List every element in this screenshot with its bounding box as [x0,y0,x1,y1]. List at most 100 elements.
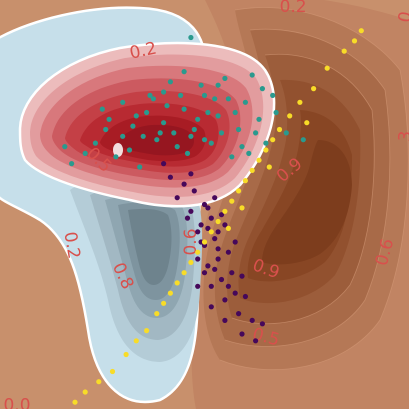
scatter-point-s0-1 [120,99,126,105]
scatter-point-s2-11 [242,178,248,184]
scatter-point-s0-28 [69,161,75,167]
scatter-point-s1-32 [253,338,259,344]
scatter-point-s0-45 [161,89,167,95]
scatter-point-s2-15 [215,218,221,225]
scatter-point-s0-15 [263,140,269,146]
scatter-point-s2-17 [201,239,208,245]
scatter-point-s0-55 [137,164,143,170]
scatter-point-s1-10 [174,195,180,201]
scatter-point-s2-9 [256,157,262,163]
contour-label-6: 0.6 [181,228,201,255]
scatter-point-s0-44 [191,126,197,133]
scatter-point-s2-14 [222,208,228,214]
scatter-point-s1-39 [188,171,194,177]
scatter-point-s0-18 [208,140,214,146]
scatter-point-s2-29 [96,379,102,385]
scatter-point-s0-48 [171,130,177,136]
scatter-point-s0-31 [212,96,218,102]
scatter-point-s0-6 [181,106,187,112]
scatter-point-s2-4 [297,99,303,105]
scatter-point-s1-42 [201,270,208,276]
scatter-point-s1-7 [215,256,221,262]
scatter-point-s2-22 [167,290,173,296]
scatter-point-s0-51 [150,96,156,102]
scatter-point-s0-38 [218,130,225,136]
scatter-point-s2-8 [263,147,269,153]
scatter-point-s0-56 [181,69,187,75]
scatter-point-s0-2 [133,113,139,119]
scatter-point-s2-6 [276,126,283,133]
scatter-point-s0-10 [222,75,228,81]
scatter-point-s0-21 [154,137,160,143]
scatter-point-s0-37 [184,150,191,156]
scatter-point-s1-29 [225,283,231,289]
scatter-point-s0-46 [130,123,136,129]
scatter-point-s0-52 [201,137,208,143]
scatter-points [62,28,364,405]
scatter-point-s0-5 [167,79,173,85]
scatter-point-s1-37 [205,225,211,231]
scatter-point-s0-29 [99,106,105,112]
scatter-point-s1-4 [205,263,211,269]
contour-label-2: 0.2 [59,230,83,260]
scatter-point-s1-6 [212,236,218,242]
scatter-point-s1-41 [239,273,245,279]
scatter-point-s1-17 [225,249,231,255]
scatter-point-s2-18 [195,249,201,255]
scatter-point-s2-28 [109,368,116,375]
scatter-point-s2-19 [188,259,194,265]
scatter-point-s2-27 [123,351,129,358]
scatter-point-s1-21 [239,331,245,337]
scatter-point-s0-3 [147,92,153,98]
scatter-point-s0-43 [225,96,231,102]
scatter-point-s0-11 [236,126,242,133]
scatter-point-s1-28 [212,266,218,272]
scatter-point-s0-9 [215,113,221,119]
scatter-point-s2-5 [287,113,293,119]
scatter-point-s0-39 [239,144,245,150]
scatter-point-s2-35 [304,120,310,126]
scatter-point-s0-30 [178,92,184,98]
scatter-point-s2-10 [249,167,255,173]
scatter-point-s0-42 [259,86,265,92]
scatter-point-s0-54 [273,109,279,116]
scatter-point-s1-12 [191,188,197,194]
contour-label-11: 0.0 [3,396,30,409]
scatter-point-s1-43 [195,283,201,289]
scatter-point-s1-5 [208,283,214,289]
scatter-point-s2-0 [351,38,358,44]
scatter-point-s1-27 [218,212,225,218]
scatter-point-s1-13 [201,201,208,208]
scatter-point-s0-8 [201,92,208,98]
scatter-point-s0-53 [246,150,252,156]
scatter-point-s0-17 [229,154,235,160]
scatter-point-s2-7 [270,137,276,143]
scatter-point-s1-24 [195,256,201,262]
contour-label-1: 0.2 [280,0,307,17]
scatter-point-s2-20 [181,270,187,276]
scatter-point-s0-41 [300,137,306,143]
scatter-point-s2-32 [239,205,245,211]
scatter-point-s2-36 [358,28,364,34]
scatter-point-s1-35 [215,246,221,252]
scatter-point-s0-58 [157,130,163,136]
scatter-point-s2-34 [266,164,272,170]
scatter-point-s2-30 [82,389,88,395]
scatter-point-s0-22 [140,133,146,139]
contour-label-12: 0 [395,10,409,24]
scatter-point-s1-40 [161,161,167,167]
scatter-point-s0-57 [215,82,221,88]
scatter-point-s1-25 [205,205,211,211]
scatter-point-s2-31 [72,399,78,405]
scatter-point-s0-27 [62,144,68,150]
scatter-point-s1-1 [188,208,194,214]
scatter-point-s0-19 [195,116,201,122]
scatter-point-s2-26 [133,338,139,344]
scatter-point-s2-3 [311,86,317,92]
scatter-point-s0-24 [113,154,119,160]
scatter-point-s0-47 [106,116,112,122]
scatter-point-s0-23 [126,147,133,153]
scatter-point-s1-31 [249,317,255,323]
contour-label-9: 3 [395,130,409,143]
